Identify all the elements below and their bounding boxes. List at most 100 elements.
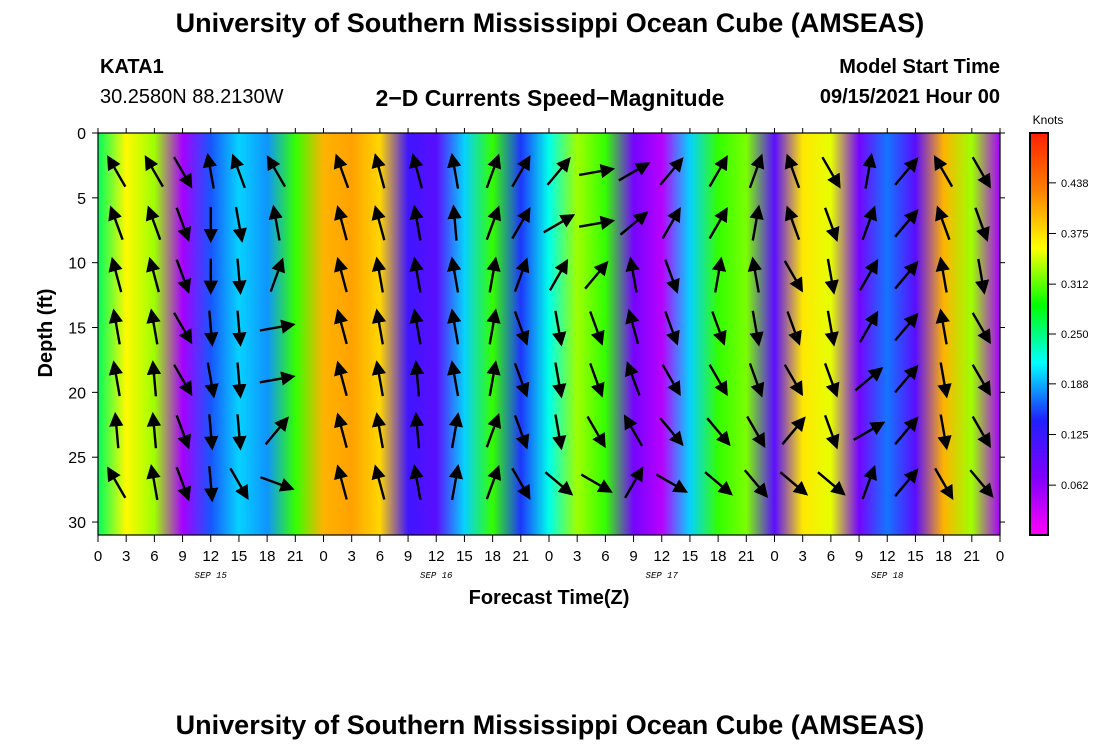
current-vector-arrow — [334, 464, 348, 500]
model-start-label: Model Start Time — [839, 56, 1000, 78]
current-vector-arrow — [546, 157, 571, 186]
current-vector-arrow — [748, 362, 765, 398]
current-vector-arrow — [544, 471, 574, 496]
current-vector-arrow — [107, 155, 127, 188]
x-tick-label: 0 — [996, 548, 1004, 565]
current-vector-arrow — [743, 469, 769, 499]
current-vector-arrow — [580, 473, 613, 493]
title-bottom: University of Southern Mississippi Ocean… — [175, 710, 925, 740]
current-vector-arrow — [486, 360, 501, 397]
current-vector-arrow — [619, 211, 649, 236]
current-vector-arrow — [708, 207, 728, 240]
x-tick-label: 9 — [855, 548, 863, 565]
current-vector-arrow — [513, 414, 530, 450]
current-vector-arrow — [486, 256, 501, 293]
current-vector-arrow — [749, 204, 764, 241]
current-vector-arrow — [146, 308, 161, 345]
current-vector-arrow — [937, 414, 952, 451]
current-vector-arrow — [935, 205, 951, 241]
heatmap-field — [98, 133, 1000, 535]
current-vector-arrow — [624, 466, 644, 499]
current-vector-arrow — [334, 256, 348, 293]
current-vector-arrow — [783, 364, 804, 397]
current-vector-arrow — [202, 152, 217, 189]
current-vector-arrow — [232, 414, 247, 451]
current-vector-arrow — [146, 464, 161, 501]
current-vector-arrow — [371, 256, 387, 293]
current-vector-arrow — [409, 464, 424, 501]
current-vector-arrow — [269, 257, 285, 293]
x-axis-label: Forecast Time(Z) — [469, 587, 630, 609]
current-vector-arrow — [974, 207, 990, 242]
current-vector-arrow — [894, 260, 919, 290]
current-vector-arrow — [861, 205, 877, 241]
day-label: SEP 15 — [195, 571, 228, 581]
current-vector-arrow — [589, 311, 605, 346]
x-tick-label: 9 — [404, 548, 412, 565]
current-vector-arrow — [109, 411, 124, 449]
current-vector-arrow — [578, 215, 616, 230]
current-vector-arrow — [485, 153, 502, 189]
current-vector-arrow — [783, 260, 803, 293]
x-tick-label: 21 — [287, 548, 304, 565]
x-tick-label: 9 — [629, 548, 637, 565]
current-vector-arrow — [146, 360, 162, 397]
colorbar: Knots 0.062 0.125 0.188 0.250 0.312 0.375 0.43… — [1029, 113, 1089, 536]
current-vector-arrow — [175, 414, 192, 450]
y-tick-label: 15 — [68, 321, 86, 338]
current-vector-arrow — [144, 155, 164, 188]
current-vector-arrow — [334, 360, 348, 397]
current-vector-arrow — [513, 311, 530, 346]
current-vector-arrow — [935, 308, 950, 345]
arrow-layer — [107, 152, 994, 503]
current-vector-arrow — [589, 362, 605, 398]
current-vector-arrow — [204, 466, 219, 503]
current-vector-arrow — [781, 416, 806, 446]
current-vector-arrow — [146, 411, 162, 449]
x-tick-label: 6 — [827, 548, 835, 565]
current-vector-arrow — [578, 163, 616, 179]
current-vector-arrow — [485, 464, 502, 500]
current-vector-arrow — [333, 153, 350, 189]
current-vector-arrow — [706, 417, 731, 447]
current-vector-arrow — [371, 153, 386, 189]
x-tick-label: 18 — [935, 548, 952, 565]
x-tick-label: 9 — [178, 548, 186, 565]
current-vector-arrow — [786, 311, 802, 346]
current-vector-arrow — [543, 214, 576, 234]
current-vector-arrow — [971, 364, 991, 397]
current-vector-arrow — [935, 256, 950, 293]
y-tick-label: 5 — [77, 191, 86, 208]
current-vector-arrow — [260, 476, 295, 492]
x-tick-label: 15 — [682, 548, 699, 565]
colorbar-tick-label: 0.188 — [1061, 379, 1089, 391]
x-tick-label: 6 — [150, 548, 158, 565]
current-vector-arrow — [894, 416, 919, 446]
model-start-value: 09/15/2021 Hour 00 — [819, 86, 1000, 108]
current-vector-arrow — [513, 257, 530, 293]
x-tick-label: 12 — [653, 548, 670, 565]
x-tick-label: 18 — [259, 548, 276, 565]
current-vector-arrow — [894, 312, 919, 342]
x-tick-label: 12 — [879, 548, 896, 565]
current-vector-arrow — [779, 471, 809, 496]
current-vector-arrow — [259, 319, 296, 334]
current-vector-arrow — [334, 308, 348, 345]
current-vector-arrow — [552, 310, 567, 347]
current-vector-arrow — [108, 308, 123, 345]
current-vector-arrow — [371, 205, 386, 241]
title-top: University of Southern Mississippi Ocean… — [175, 8, 925, 38]
current-vector-arrow — [371, 308, 387, 345]
current-vector-arrow — [485, 413, 502, 448]
current-vector-arrow — [661, 207, 681, 240]
y-tick-label: 0 — [77, 126, 86, 143]
day-label: SEP 17 — [646, 571, 679, 581]
current-vector-arrow — [552, 362, 567, 399]
x-tick-label: 3 — [573, 548, 581, 565]
current-vector-arrow — [264, 416, 289, 446]
current-vector-arrow — [858, 258, 879, 291]
current-vector-arrow — [711, 311, 727, 346]
current-vector-arrow — [969, 469, 994, 499]
colorbar-gradient — [1029, 132, 1049, 536]
